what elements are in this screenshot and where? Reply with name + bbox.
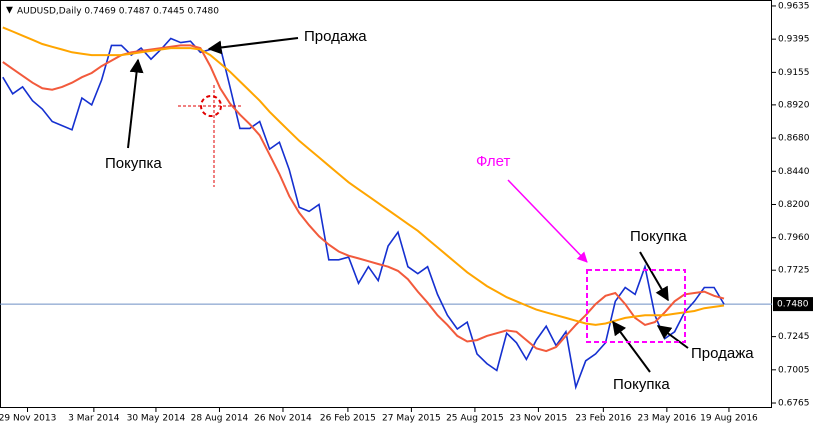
y-tick-label: 0.9635 [778,1,810,11]
y-tick-label: 0.8440 [778,167,810,177]
annotation: Покупка [613,376,670,393]
y-tick-label: 0.7960 [778,233,810,243]
y-tick-label: 0.8920 [778,100,810,110]
series-line [2,37,725,391]
price-tag [773,297,813,312]
flat-arrow [507,179,588,263]
x-tick-label: 23 Feb 2016 [575,414,631,424]
x-tick-label: 26 Feb 2015 [320,414,376,424]
price-tag-label: 0.7480 [777,300,809,310]
y-tick-label: 0.7725 [778,266,810,276]
plot-frame [0,0,772,408]
y-tick-label: 0.7245 [778,332,810,342]
annotation: Покупка [630,228,687,245]
marks [0,26,772,391]
x-tick-label: 3 Mar 2014 [68,414,120,424]
y-tick-label: 0.8200 [778,200,810,210]
annotation: Покупка [105,155,162,172]
y-tick-label: 0.9155 [778,68,810,78]
annotation-arrows [127,37,689,373]
x-tick-label: 19 Aug 2016 [700,414,758,424]
y-tick-label: 0.9395 [778,35,810,45]
x-tick-label: 30 May 2014 [127,414,186,424]
flat-box [586,269,686,343]
x-tick-label: 27 May 2015 [382,414,441,424]
x-tick-label: 25 Aug 2015 [446,414,504,424]
y-tick-label: 0.8680 [778,134,810,144]
x-tick-label: 29 Nov 2013 [0,414,56,424]
x-tick-label: 26 Nov 2014 [254,414,312,424]
y-tick-label: 0.6765 [778,399,810,409]
x-tick-label: 28 Aug 2014 [191,414,249,424]
x-tick-label: 23 May 2016 [638,414,697,424]
annotation: Продажа [691,345,754,362]
header-arrow: ▼ [6,6,13,16]
annotation: Продажа [304,28,367,45]
x-tick-label: 23 Nov 2015 [510,414,568,424]
chart-header: AUDUSD,Daily 0.7469 0.7487 0.7445 0.7480 [17,7,219,17]
y-tick-label: 0.7005 [778,365,810,375]
series-line [2,26,725,326]
annotation: Флет [476,153,511,170]
